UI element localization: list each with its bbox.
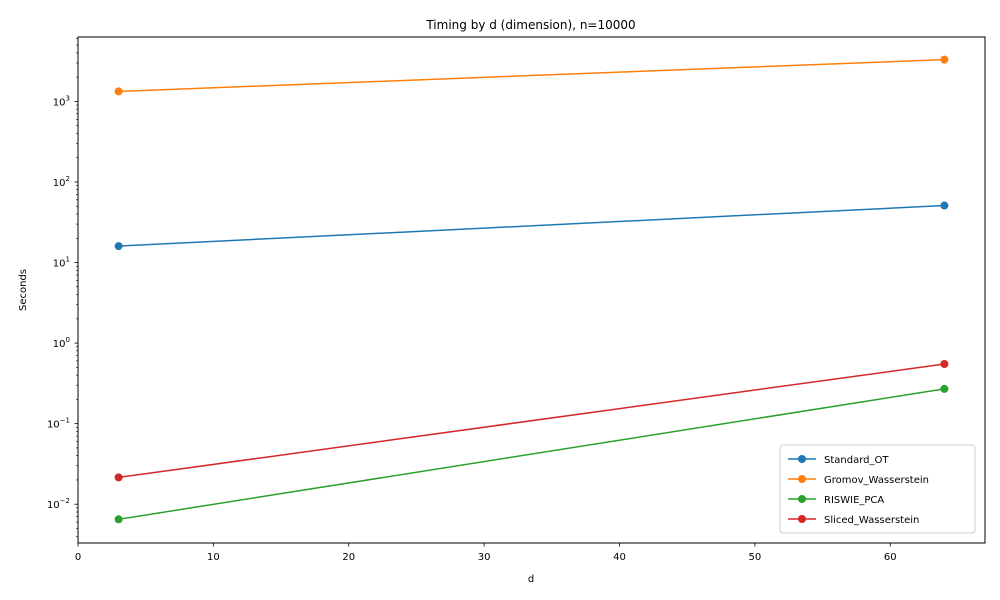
y-tick-label-exponent: 2 [66, 175, 70, 183]
data-point [114, 515, 123, 524]
y-tick-label: 103 [53, 94, 70, 108]
series-line [118, 204, 945, 247]
data-point [940, 384, 949, 393]
legend-label: Sliced_Wasserstein [824, 515, 919, 526]
legend: Standard_OT Gromov_Wasserstein RISWIE_PCA S… [779, 444, 976, 534]
x-tick-label: 60 [884, 552, 897, 563]
y-tick-label-base: 10 [53, 178, 66, 189]
series-line [118, 363, 945, 479]
legend-marker [798, 475, 806, 483]
legend-label: Standard_OT [824, 455, 889, 466]
legend-marker [798, 515, 806, 523]
data-point [114, 242, 123, 251]
x-tick-label: 0 [75, 552, 81, 563]
y-tick-label-exponent: 1 [66, 256, 70, 264]
y-tick-label-exponent: 3 [66, 94, 70, 102]
series-line [118, 388, 945, 521]
y-tick-label-base: 10 [47, 420, 60, 431]
x-tick-label: 10 [207, 552, 220, 563]
data-point [940, 201, 949, 210]
series-line [118, 58, 945, 93]
legend-box [779, 444, 976, 534]
legend-label: RISWIE_PCA [824, 495, 884, 506]
y-tick-label: 102 [53, 175, 70, 189]
y-tick-label-base: 10 [47, 500, 60, 511]
legend-marker [798, 455, 806, 463]
x-tick-label: 30 [478, 552, 491, 563]
y-tick-label-base: 10 [53, 97, 66, 108]
y-tick-label-exponent: −1 [60, 417, 70, 425]
data-point [114, 87, 123, 96]
x-axis-title: d [528, 574, 534, 585]
y-tick-label: 101 [53, 256, 70, 270]
y-tick-label: 100 [53, 336, 70, 350]
y-tick-label-exponent: 0 [66, 336, 70, 344]
x-axis: 0 10 20 30 40 50 60 [75, 543, 897, 563]
y-tick-label-base: 10 [53, 259, 66, 270]
y-axis-title: Seconds [18, 269, 29, 311]
data-point [114, 473, 123, 482]
data-point [940, 360, 949, 369]
plot-area [77, 36, 986, 544]
data-point [940, 55, 949, 64]
x-tick-label: 20 [342, 552, 355, 563]
y-tick-label: 10−1 [47, 417, 70, 431]
y-tick-label-exponent: −2 [60, 497, 70, 505]
x-tick-label: 40 [613, 552, 626, 563]
legend-label: Gromov_Wasserstein [824, 475, 929, 486]
x-tick-label: 50 [748, 552, 761, 563]
chart-title: Timing by d (dimension), n=10000 [425, 18, 635, 32]
y-tick-label: 10−2 [47, 497, 70, 511]
axes-frame [77, 36, 986, 544]
series-layer [114, 55, 949, 524]
y-tick-label-base: 10 [53, 339, 66, 350]
legend-marker [798, 495, 806, 503]
